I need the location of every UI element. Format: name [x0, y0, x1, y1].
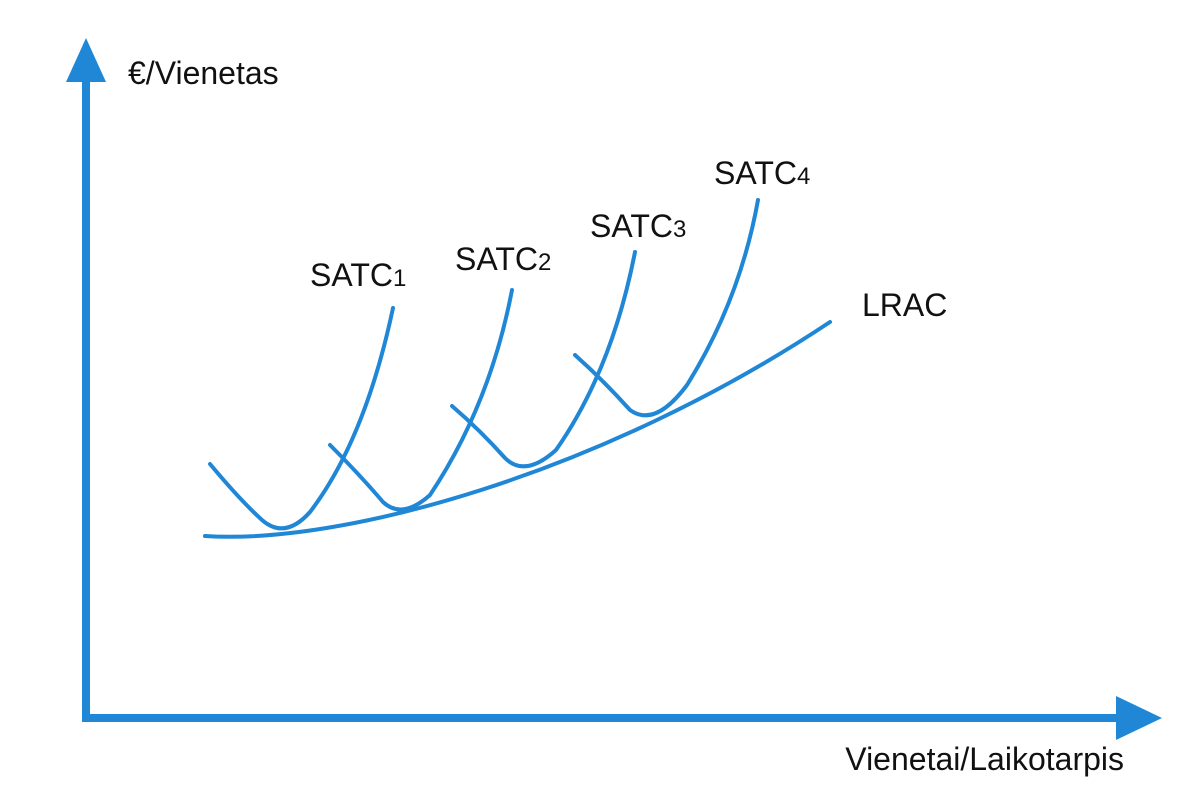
satc2-curve — [328, 288, 514, 512]
satc1-curve — [208, 306, 395, 531]
satc4-label: SATC4 — [714, 155, 810, 191]
satc3-label-main: SATC — [590, 208, 673, 244]
satc3-label: SATC3 — [590, 208, 686, 244]
satc1-label: SATC1 — [310, 257, 406, 293]
satc4-curve — [573, 198, 760, 418]
y-axis-arrowhead — [66, 38, 106, 82]
x-axis-arrowhead — [1116, 696, 1162, 740]
satc4-label-subscript: 4 — [797, 163, 810, 190]
satc2-label: SATC2 — [455, 241, 551, 277]
satc3-label-subscript: 3 — [673, 216, 686, 243]
satc1-label-subscript: 1 — [393, 265, 406, 292]
x-axis-title: Vienetai/Laikotarpis — [845, 741, 1124, 777]
satc3-curve — [450, 250, 637, 469]
satc2-label-subscript: 2 — [538, 249, 551, 276]
lrac-label: LRAC — [862, 287, 947, 323]
satc1-label-main: SATC — [310, 257, 393, 293]
satc4-label-main: SATC — [714, 155, 797, 191]
lrac-curve — [203, 320, 832, 539]
satc2-label-main: SATC — [455, 241, 538, 277]
y-axis-title: €/Vienetas — [128, 55, 279, 91]
